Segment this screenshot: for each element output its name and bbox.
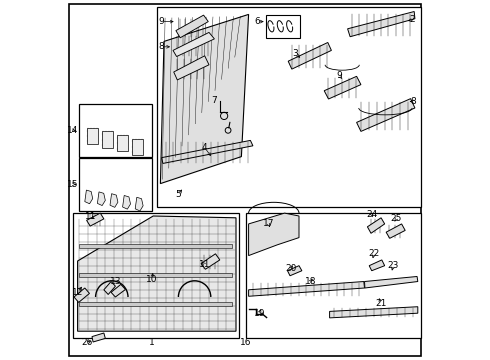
Text: 10: 10	[147, 274, 158, 284]
Bar	[79, 302, 232, 306]
Bar	[73, 213, 239, 338]
Polygon shape	[74, 288, 90, 302]
Polygon shape	[92, 333, 105, 342]
Text: 12: 12	[72, 288, 83, 297]
Text: 25: 25	[391, 214, 402, 223]
Text: 8: 8	[159, 42, 164, 51]
Text: 9: 9	[159, 17, 164, 26]
Polygon shape	[111, 284, 125, 297]
Polygon shape	[201, 254, 220, 269]
Polygon shape	[122, 195, 130, 209]
Bar	[79, 104, 152, 157]
Text: 11: 11	[199, 260, 210, 269]
Text: 22: 22	[368, 249, 379, 258]
Text: 13: 13	[110, 277, 121, 286]
Polygon shape	[369, 260, 385, 271]
Bar	[79, 244, 232, 248]
Polygon shape	[365, 276, 418, 288]
Text: 24: 24	[366, 210, 377, 219]
Text: 23: 23	[388, 261, 399, 270]
Polygon shape	[330, 307, 418, 318]
Polygon shape	[357, 99, 415, 131]
Text: 20: 20	[285, 264, 297, 273]
Text: 2: 2	[410, 15, 415, 24]
Polygon shape	[160, 14, 248, 184]
Text: 8: 8	[411, 97, 416, 106]
Polygon shape	[98, 192, 105, 206]
Text: 16: 16	[240, 338, 251, 347]
Polygon shape	[77, 216, 236, 331]
Polygon shape	[288, 266, 302, 276]
Polygon shape	[135, 197, 143, 211]
Text: 4: 4	[202, 143, 207, 152]
Text: 7: 7	[212, 96, 217, 105]
Polygon shape	[248, 213, 299, 256]
Text: 26: 26	[82, 338, 93, 347]
Polygon shape	[324, 76, 361, 99]
Polygon shape	[176, 15, 208, 38]
Bar	[102, 131, 113, 148]
Polygon shape	[87, 213, 104, 226]
Polygon shape	[174, 56, 209, 80]
Text: 3: 3	[293, 49, 298, 58]
Bar	[245, 213, 421, 338]
Text: 1: 1	[149, 338, 155, 347]
Bar	[157, 7, 421, 207]
Polygon shape	[288, 42, 331, 69]
Text: 5: 5	[175, 190, 181, 199]
Text: 21: 21	[375, 299, 387, 307]
Text: 11: 11	[85, 212, 97, 221]
Text: 9: 9	[337, 71, 342, 80]
Text: 6: 6	[255, 17, 261, 26]
Polygon shape	[104, 282, 116, 294]
Polygon shape	[162, 140, 253, 163]
Bar	[132, 139, 144, 155]
Polygon shape	[110, 194, 118, 207]
Text: 15: 15	[67, 180, 79, 189]
Text: 17: 17	[263, 219, 274, 228]
Polygon shape	[368, 218, 385, 233]
Text: 18: 18	[305, 277, 316, 286]
Bar	[79, 158, 152, 211]
Polygon shape	[173, 32, 215, 57]
Text: 14: 14	[67, 126, 78, 135]
Bar	[266, 15, 300, 38]
Polygon shape	[85, 190, 93, 204]
Bar	[117, 135, 128, 151]
Polygon shape	[248, 282, 365, 296]
Text: 19: 19	[254, 309, 265, 318]
Polygon shape	[347, 12, 415, 37]
Polygon shape	[386, 224, 405, 238]
Bar	[79, 273, 232, 277]
Bar	[87, 128, 98, 144]
